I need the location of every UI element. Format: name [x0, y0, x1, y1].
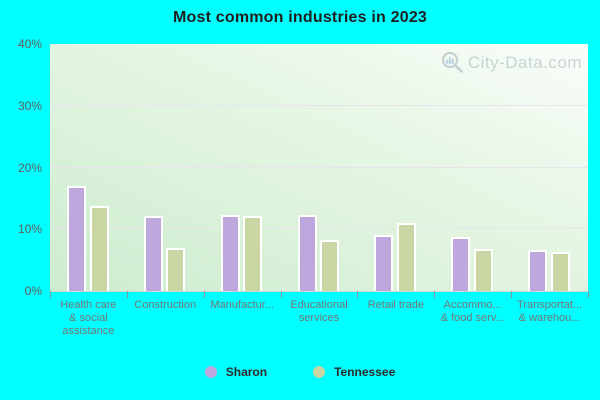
bar-tennessee-0	[89, 206, 109, 291]
y-tick-label-40: 40%	[17, 37, 42, 51]
gridline-10pct	[50, 228, 588, 230]
legend-item-tennessee: Tennessee	[313, 365, 395, 379]
legend-label-sharon: Sharon	[225, 365, 268, 379]
legend-item-sharon: Sharon	[204, 365, 268, 379]
bar-sharon-4	[374, 234, 394, 291]
bar-sharon-0	[67, 186, 86, 291]
legend-label-tennessee: Tennessee	[334, 365, 396, 379]
bar-tennessee-2	[243, 215, 263, 291]
x-tick-6	[511, 291, 513, 298]
x-tick-1	[126, 291, 128, 298]
bar-sharon-6	[528, 250, 548, 291]
tennessee-swatch-icon	[313, 366, 326, 378]
magnifier-barchart-icon	[441, 51, 464, 74]
watermark: City-Data.com	[441, 51, 582, 74]
bar-sharon-1	[143, 216, 163, 291]
x-label-1: Construction	[134, 299, 197, 311]
bar-tennessee-6	[550, 252, 570, 291]
x-axis-line	[50, 291, 589, 292]
y-tick-label-20: 20%	[17, 160, 42, 175]
y-tick-label-10: 10%	[17, 222, 42, 237]
bar-tennessee-3	[320, 239, 340, 291]
bar-tennessee-4	[396, 223, 416, 291]
bar-sharon-3	[297, 215, 317, 291]
x-label-0: Health care & social assistance	[60, 299, 117, 337]
chart-title: Most common industries in 2023	[172, 9, 428, 26]
gridline-20pct	[50, 166, 588, 168]
x-label-2: Manufactur...	[210, 299, 274, 311]
x-tick-7	[588, 291, 589, 298]
x-tick-4	[357, 291, 359, 298]
x-label-4: Retail trade	[367, 299, 424, 311]
plot-area: City-Data.com	[50, 44, 588, 291]
x-label-6: Transportat... & warehou...	[517, 299, 583, 324]
legend: Sharon Tennessee	[0, 361, 600, 383]
x-label-3: Educational services	[290, 299, 348, 324]
x-tick-0	[50, 291, 51, 298]
bar-sharon-2	[220, 215, 240, 291]
y-tick-label-0: 0%	[24, 284, 42, 298]
x-tick-3	[280, 291, 282, 298]
x-label-5: Accommo... & food serv...	[440, 299, 505, 324]
y-tick-label-30: 30%	[17, 98, 42, 113]
sharon-swatch-icon	[204, 366, 217, 378]
watermark-text: City-Data.com	[467, 52, 582, 72]
bar-tennessee-5	[473, 249, 493, 291]
x-axis-labels: Health care & social assistance Construct…	[50, 299, 588, 347]
x-tick-5	[434, 291, 436, 298]
x-tick-2	[203, 291, 205, 298]
bar-tennessee-1	[166, 248, 186, 291]
bar-sharon-5	[451, 237, 471, 291]
gridline-30pct	[50, 104, 588, 106]
